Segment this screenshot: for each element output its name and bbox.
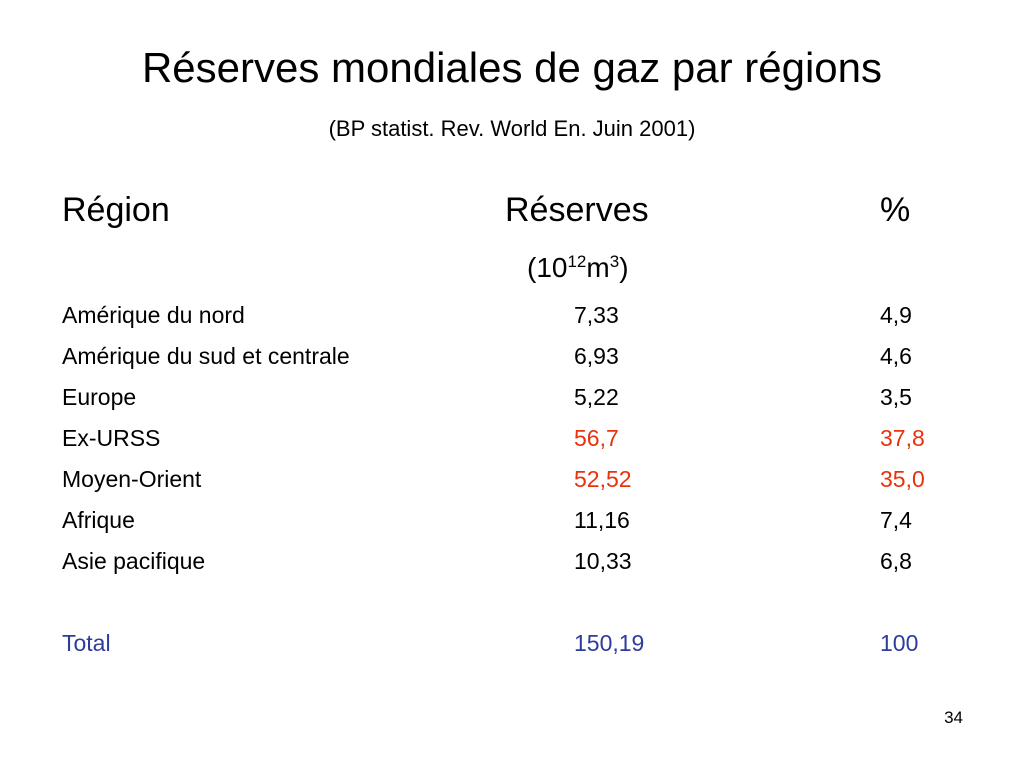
- cell-reserves: 10,33: [574, 548, 632, 574]
- cell-reserves-highlight: 56,7: [574, 425, 619, 451]
- table-row: Amérique du nord 7,33 4,9: [0, 299, 1024, 331]
- cell-percent: 3,5: [880, 384, 912, 410]
- cell-region: Europe: [62, 384, 137, 410]
- unit-close: ): [619, 252, 629, 283]
- total-reserves: 150,19: [574, 630, 645, 656]
- header-reserves: Réserves: [505, 191, 649, 229]
- table-row: Amérique du sud et centrale 6,93 4,6: [0, 340, 1024, 372]
- cell-reserves: 7,33: [574, 302, 619, 328]
- cell-reserves: 5,22: [574, 384, 619, 410]
- cell-percent: 7,4: [880, 507, 912, 533]
- unit-m: m: [586, 252, 610, 283]
- unit-exponent-2: 3: [609, 252, 620, 271]
- table-row: Ex-URSS 56,7 37,8: [0, 422, 1024, 454]
- table-row: Moyen-Orient 52,52 35,0: [0, 463, 1024, 495]
- cell-region: Amérique du nord: [62, 302, 245, 328]
- slide-subtitle: (BP statist. Rev. World En. Juin 2001): [328, 116, 696, 141]
- total-label: Total: [62, 630, 111, 656]
- slide-title: Réserves mondiales de gaz par régions: [141, 44, 883, 91]
- total-percent: 100: [880, 630, 919, 656]
- cell-region: Moyen-Orient: [62, 466, 202, 492]
- cell-region: Asie pacifique: [62, 548, 206, 574]
- total-row: Total 150,19 100: [0, 627, 1024, 659]
- cell-region: Ex-URSS: [62, 425, 161, 451]
- cell-region: Afrique: [62, 507, 135, 533]
- table-row: Europe 5,22 3,5: [0, 381, 1024, 413]
- cell-percent-highlight: 35,0: [880, 466, 925, 492]
- table-row: Asie pacifique 10,33 6,8: [0, 545, 1024, 577]
- cell-reserves: 11,16: [574, 507, 630, 533]
- cell-percent: 4,6: [880, 343, 912, 369]
- cell-percent-highlight: 37,8: [880, 425, 925, 451]
- header-percent: %: [880, 191, 911, 229]
- cell-reserves-highlight: 52,52: [574, 466, 632, 492]
- header-region: Région: [62, 191, 170, 229]
- unit-open: (10: [527, 252, 568, 283]
- unit-exponent-1: 12: [567, 252, 587, 271]
- cell-percent: 6,8: [880, 548, 912, 574]
- table-row: Afrique 11,16 7,4: [0, 504, 1024, 536]
- cell-region: Amérique du sud et centrale: [62, 343, 350, 369]
- reserves-unit: (1012m3): [527, 248, 629, 288]
- cell-percent: 4,9: [880, 302, 912, 328]
- page-number: 34: [944, 708, 963, 727]
- cell-reserves: 6,93: [574, 343, 619, 369]
